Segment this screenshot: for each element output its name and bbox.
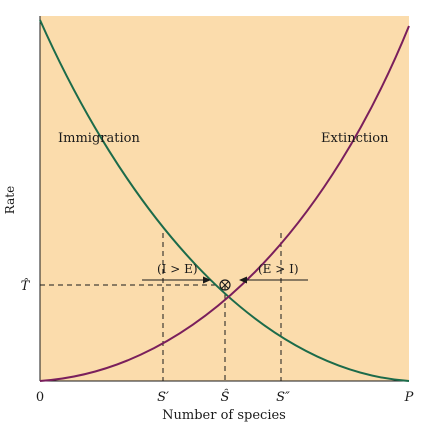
label-immigration: Immigration (58, 131, 140, 146)
equilibrium-point (219, 279, 231, 291)
x-tick-p: P (404, 390, 414, 405)
x-tick-s-double-prime: S″ (276, 390, 290, 405)
y-axis-label: Rate (3, 186, 17, 214)
equilibrium-cross-b (221, 281, 229, 289)
x-tick-s-hat: Ŝ (221, 388, 230, 405)
x-tick-origin: 0 (36, 390, 44, 405)
x-tick-s-prime: S′ (157, 390, 169, 405)
immigration-curve (39, 19, 410, 382)
plot-background (40, 16, 409, 381)
extinction-curve (39, 25, 410, 382)
x-axis-label: Number of species (162, 408, 286, 423)
annotation-e-gt-i: (E > I) (258, 262, 299, 276)
label-extinction: Extinction (321, 131, 389, 146)
annotation-i-gt-e: (I > E) (157, 262, 198, 276)
y-tick-t-hat: T̂ (21, 278, 31, 294)
